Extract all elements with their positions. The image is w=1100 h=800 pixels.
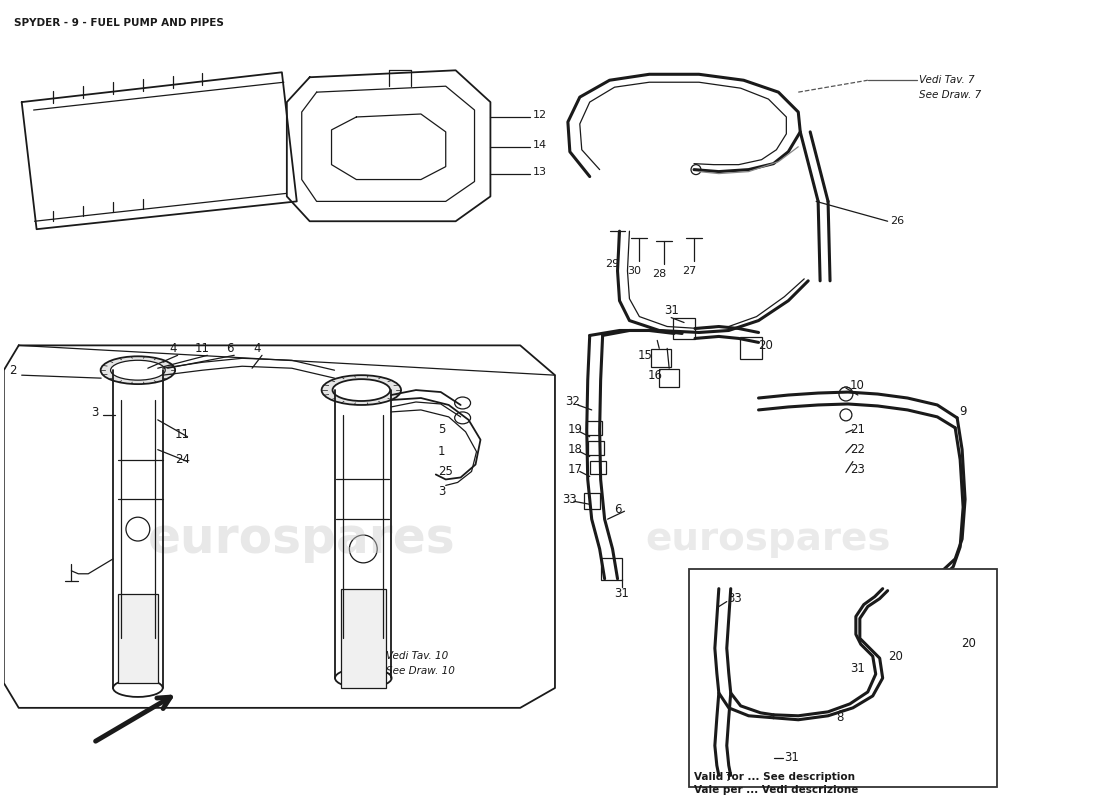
Circle shape [767, 750, 782, 766]
Text: Valid for ... See description: Valid for ... See description [694, 772, 855, 782]
Circle shape [840, 387, 851, 399]
Text: 13: 13 [534, 166, 547, 177]
Text: 16: 16 [647, 369, 662, 382]
Bar [601, 558, 623, 580]
Text: 12: 12 [534, 110, 547, 120]
Bar [689, 569, 997, 787]
Text: 3: 3 [438, 485, 446, 498]
Text: 15: 15 [637, 349, 652, 362]
Circle shape [350, 535, 377, 563]
Bar [739, 338, 761, 359]
Ellipse shape [336, 668, 392, 688]
Bar [584, 494, 600, 510]
Text: 25: 25 [438, 465, 453, 478]
Text: eurospares: eurospares [646, 520, 891, 558]
Circle shape [126, 517, 150, 541]
Circle shape [871, 650, 888, 666]
Text: 8: 8 [836, 711, 844, 724]
Text: 11: 11 [175, 428, 189, 442]
Text: 26: 26 [891, 216, 904, 226]
Ellipse shape [100, 356, 175, 384]
Text: 17: 17 [568, 463, 583, 476]
Text: See Draw. 7: See Draw. 7 [920, 90, 981, 100]
Text: Vedi Tav. 7: Vedi Tav. 7 [920, 75, 975, 86]
Text: eurospares: eurospares [147, 515, 455, 563]
Text: 23: 23 [850, 463, 865, 476]
Text: 7: 7 [725, 771, 733, 784]
Text: 31: 31 [663, 304, 679, 317]
Text: 20: 20 [888, 650, 902, 662]
Text: 28: 28 [652, 269, 667, 279]
Text: See Draw. 10: See Draw. 10 [386, 666, 455, 676]
Circle shape [923, 572, 936, 586]
Text: 24: 24 [175, 453, 189, 466]
Bar [590, 461, 606, 474]
Bar [651, 350, 671, 367]
Text: 6: 6 [227, 342, 234, 355]
Text: 20: 20 [961, 637, 976, 650]
Text: 10: 10 [850, 378, 865, 392]
Ellipse shape [321, 375, 402, 405]
Text: 19: 19 [568, 423, 583, 436]
Bar [341, 589, 386, 688]
Text: Vale per ... Vedi descrizione: Vale per ... Vedi descrizione [694, 786, 858, 795]
Text: 33: 33 [562, 493, 576, 506]
Text: 2: 2 [9, 364, 16, 377]
Text: 31: 31 [614, 587, 629, 600]
Text: 21: 21 [850, 423, 865, 436]
Text: 32: 32 [565, 395, 580, 409]
Text: 22: 22 [850, 443, 865, 456]
Ellipse shape [332, 379, 390, 401]
Text: 20: 20 [759, 339, 773, 352]
Bar [659, 370, 679, 387]
Circle shape [711, 765, 727, 780]
Text: SPYDER - 9 - FUEL PUMP AND PIPES: SPYDER - 9 - FUEL PUMP AND PIPES [14, 18, 223, 28]
Text: 31: 31 [850, 662, 865, 674]
Circle shape [840, 409, 851, 421]
Text: 33: 33 [727, 592, 741, 605]
Text: 27: 27 [682, 266, 696, 276]
Text: 5: 5 [438, 423, 446, 436]
Text: 6: 6 [615, 502, 622, 516]
Circle shape [845, 702, 861, 718]
Text: 11: 11 [195, 342, 210, 355]
Circle shape [711, 598, 727, 614]
Text: 30: 30 [627, 266, 641, 276]
Text: 4: 4 [253, 342, 261, 355]
Text: Vedi Tav. 10: Vedi Tav. 10 [386, 651, 449, 662]
Circle shape [839, 387, 853, 401]
Text: 14: 14 [534, 140, 547, 150]
Text: 1: 1 [438, 445, 446, 458]
Text: 18: 18 [568, 443, 583, 456]
Ellipse shape [113, 679, 163, 697]
Text: 9: 9 [959, 406, 967, 418]
Text: 3: 3 [91, 406, 99, 419]
Circle shape [950, 642, 964, 655]
Ellipse shape [454, 412, 471, 424]
Circle shape [691, 165, 701, 174]
Text: 29: 29 [605, 259, 619, 269]
Ellipse shape [111, 360, 165, 380]
Bar [585, 421, 602, 434]
Ellipse shape [454, 397, 471, 409]
Bar [118, 594, 157, 683]
Bar [673, 318, 695, 339]
Text: 31: 31 [784, 751, 800, 764]
Bar [587, 441, 604, 454]
Text: 4: 4 [169, 342, 176, 355]
